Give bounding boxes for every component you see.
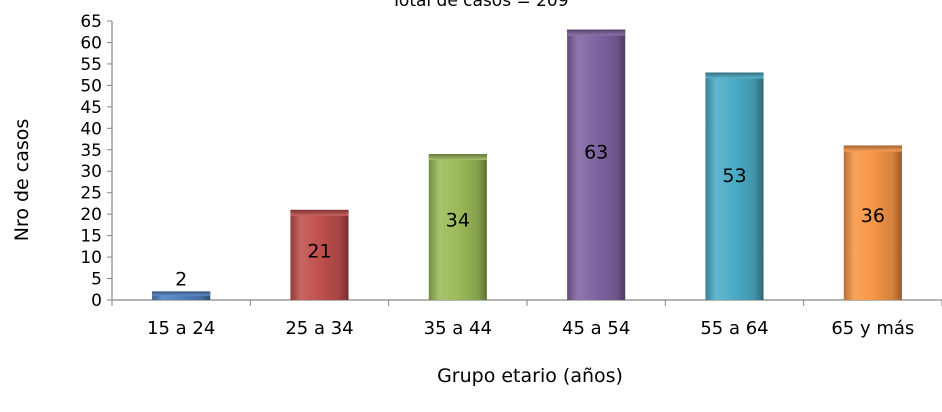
data-label: 36 xyxy=(861,205,885,227)
data-label: 34 xyxy=(446,210,470,232)
x-tick-label: 45 a 54 xyxy=(562,318,630,339)
y-tick-label: 15 xyxy=(80,227,102,247)
bar-series: 2 21 34 63 53 36 xyxy=(152,29,902,300)
y-tick-label: 30 xyxy=(80,162,102,182)
bar-35-a-44 xyxy=(428,154,487,300)
bar-15-a-24 xyxy=(152,291,211,300)
bar-cap xyxy=(290,209,349,216)
bar-55-a-64 xyxy=(705,72,764,300)
bar-25-a-34 xyxy=(290,209,349,300)
x-tick-label: 65 y más xyxy=(831,318,914,339)
y-tick-label: 25 xyxy=(80,184,102,204)
bar-cap xyxy=(152,291,211,296)
data-label: 53 xyxy=(722,165,746,187)
bar-cap xyxy=(567,29,626,36)
bar-cap xyxy=(843,145,902,152)
data-label: 21 xyxy=(307,240,331,262)
chart-title: Total de casos = 209 xyxy=(390,0,568,11)
y-tick-label: 45 xyxy=(80,98,102,118)
y-tick-label: 65 xyxy=(80,12,102,32)
data-label: 2 xyxy=(175,268,187,290)
x-axis: 15 a 24 25 a 34 35 a 44 45 a 54 55 a 64 65 y … xyxy=(111,299,942,339)
x-tick-label: 15 a 24 xyxy=(147,318,215,339)
x-tick-label: 55 a 64 xyxy=(700,318,768,339)
bar-65-y-más xyxy=(843,145,902,300)
y-tick-label: 10 xyxy=(80,248,102,268)
bar-45-a-54 xyxy=(567,29,626,300)
y-tick-label: 55 xyxy=(80,55,102,75)
y-tick-label: 50 xyxy=(80,76,102,96)
data-label: 63 xyxy=(584,141,608,163)
y-tick-label: 60 xyxy=(80,33,102,53)
y-tick-label: 0 xyxy=(91,291,102,311)
y-tick-label: 35 xyxy=(80,141,102,161)
x-axis-title: Grupo etario (años) xyxy=(437,365,623,387)
y-tick-label: 5 xyxy=(91,270,102,290)
bar-cap xyxy=(428,154,487,161)
x-tick-label: 25 a 34 xyxy=(285,318,353,339)
y-tick-label: 20 xyxy=(80,205,102,225)
y-tick-label: 40 xyxy=(80,119,102,139)
x-tick-label: 35 a 44 xyxy=(424,318,492,339)
bar-cap xyxy=(705,72,764,79)
y-axis-title: Nro de casos xyxy=(11,119,33,242)
